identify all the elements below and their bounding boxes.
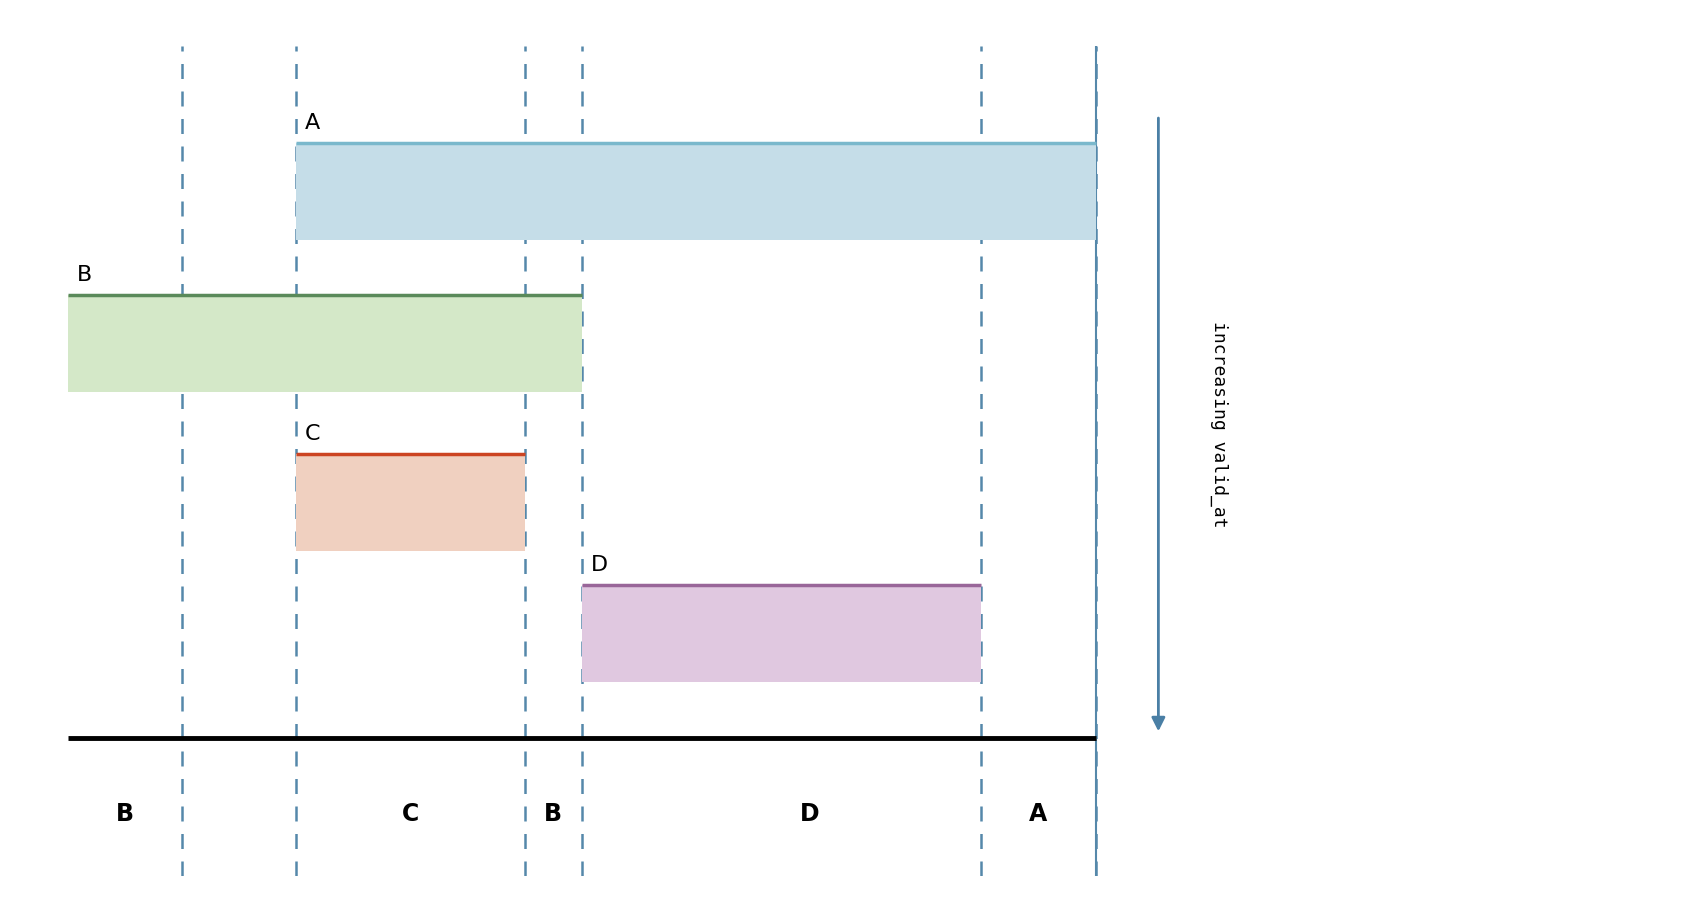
Text: D: D [591,555,607,575]
Text: A: A [1029,801,1047,826]
Text: B: B [76,265,91,285]
Text: increasing valid_at: increasing valid_at [1210,322,1228,528]
Text: B: B [115,801,134,826]
Text: B: B [545,801,562,826]
Bar [296,143,1095,240]
Bar [296,455,525,550]
Bar [582,585,981,682]
Bar [68,295,582,392]
Text: C: C [305,424,321,443]
Text: A: A [305,112,320,133]
Text: C: C [401,801,420,826]
Text: D: D [800,801,821,826]
